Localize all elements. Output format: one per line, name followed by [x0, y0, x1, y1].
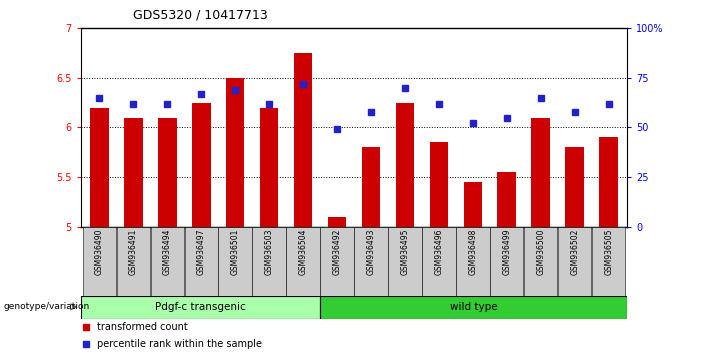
Text: percentile rank within the sample: percentile rank within the sample: [97, 339, 262, 349]
Text: GSM936503: GSM936503: [264, 229, 273, 275]
Bar: [81, 296, 320, 319]
Text: GSM936498: GSM936498: [468, 229, 477, 275]
Bar: [90, 108, 109, 227]
Bar: [151, 227, 184, 296]
Bar: [294, 53, 313, 227]
Text: wild type: wild type: [450, 302, 498, 312]
Bar: [395, 103, 414, 227]
Bar: [524, 227, 557, 296]
Text: GSM936504: GSM936504: [299, 229, 308, 275]
Bar: [287, 227, 320, 296]
Bar: [498, 172, 516, 227]
Bar: [354, 227, 388, 296]
Bar: [362, 147, 381, 227]
Bar: [430, 142, 448, 227]
Bar: [531, 118, 550, 227]
Bar: [320, 227, 354, 296]
Bar: [327, 217, 346, 227]
Bar: [490, 227, 524, 296]
Text: GDS5320 / 10417713: GDS5320 / 10417713: [133, 9, 268, 22]
Text: GSM936501: GSM936501: [231, 229, 240, 275]
Text: GSM936492: GSM936492: [332, 229, 341, 275]
Text: GSM936500: GSM936500: [536, 229, 545, 275]
Bar: [184, 227, 218, 296]
Bar: [592, 227, 625, 296]
Text: GSM936497: GSM936497: [197, 229, 205, 275]
Text: GSM936494: GSM936494: [163, 229, 172, 275]
Text: genotype/variation: genotype/variation: [4, 302, 90, 312]
Bar: [83, 227, 116, 296]
Bar: [219, 227, 252, 296]
Bar: [456, 227, 489, 296]
Text: transformed count: transformed count: [97, 321, 188, 332]
Bar: [124, 118, 142, 227]
Bar: [388, 227, 421, 296]
Bar: [158, 118, 177, 227]
Bar: [252, 227, 286, 296]
Bar: [599, 137, 618, 227]
Text: Pdgf-c transgenic: Pdgf-c transgenic: [155, 302, 245, 312]
Bar: [463, 182, 482, 227]
Text: GSM936499: GSM936499: [503, 229, 511, 275]
Text: GSM936491: GSM936491: [129, 229, 138, 275]
Bar: [226, 78, 245, 227]
Text: GSM936496: GSM936496: [435, 229, 444, 275]
Text: GSM936505: GSM936505: [604, 229, 613, 275]
Bar: [260, 108, 278, 227]
Bar: [558, 227, 592, 296]
Text: GSM936490: GSM936490: [95, 229, 104, 275]
Bar: [192, 103, 210, 227]
Text: GSM936502: GSM936502: [570, 229, 579, 275]
Bar: [422, 227, 456, 296]
Text: GSM936495: GSM936495: [400, 229, 409, 275]
Bar: [566, 147, 584, 227]
Text: GSM936493: GSM936493: [367, 229, 376, 275]
Bar: [116, 227, 150, 296]
Bar: [320, 296, 627, 319]
